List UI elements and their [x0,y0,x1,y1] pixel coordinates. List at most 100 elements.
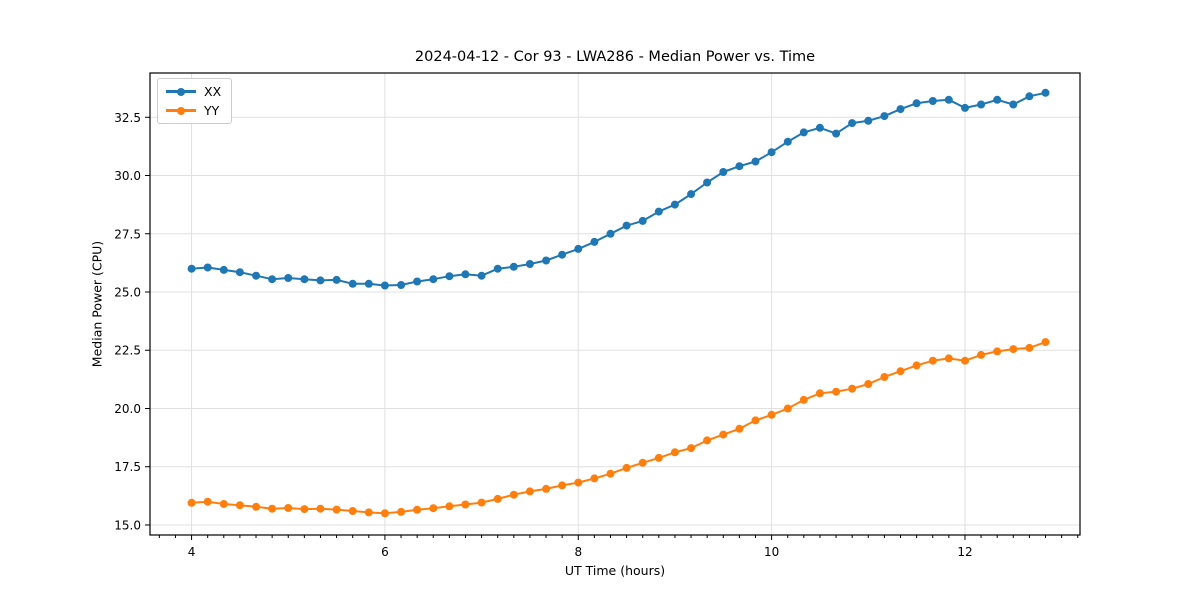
data-point [944,354,953,363]
data-point [654,453,663,462]
data-point [203,497,212,506]
data-point [235,268,244,277]
y-axis-label: Median Power (CPU) [89,240,105,368]
data-point [300,275,309,284]
data-point [864,380,873,388]
y-tick-label: 27.5 [114,227,141,241]
data-point [252,271,261,280]
data-point [380,509,389,518]
data-point [542,256,551,265]
data-point [654,207,663,216]
yy-line-marker-icon [166,106,196,115]
data-point [961,356,969,365]
x-tick-label: 8 [574,545,582,559]
data-point [735,162,744,171]
data-point [1009,100,1018,109]
data-point [687,190,696,199]
data-point [187,264,196,273]
data-point [252,502,261,511]
legend-label-xx: XX [204,84,222,99]
data-point [477,498,486,507]
data-point [606,469,615,478]
data-point [445,272,454,281]
data-point [912,361,921,370]
series-yy [187,338,1050,518]
data-point [477,271,486,280]
data-point [445,502,454,511]
data-point [993,95,1002,104]
data-point [542,484,551,493]
data-point [1009,345,1018,354]
x-tick-label: 4 [188,545,196,559]
data-point [332,275,341,284]
data-point [1025,92,1034,101]
data-point [1041,88,1050,97]
data-point [783,404,792,413]
data-point [993,347,1002,356]
data-point [219,500,228,508]
tick-labels: 4 6 8 10 12 15.0 17.5 20.0 22.5 25.0 27.5 30.0 32.5 [114,111,972,559]
data-point [316,276,325,285]
data-point [606,229,615,238]
data-point [832,129,841,138]
data-point [638,216,647,225]
data-point [735,424,744,433]
data-point [574,244,583,253]
data-point [397,281,406,289]
data-point [268,275,277,284]
data-point [493,494,502,503]
data-point [767,410,776,419]
data-point [896,105,905,114]
series-xx [187,88,1050,290]
data-point [590,237,599,246]
data-point [493,264,502,273]
data-point [509,490,518,499]
data-point [413,277,422,286]
grid-lines [150,73,1080,535]
x-axis-label: UT Time (hours) [564,563,666,578]
data-point [799,395,808,404]
data-point [687,444,696,453]
data-point [880,112,889,121]
chart-title: 2024-04-12 - Cor 93 - LWA286 - Median Po… [414,49,816,65]
data-point [670,448,679,457]
data-point [638,458,647,467]
y-tick-label: 32.5 [114,111,141,125]
data-point [703,178,712,187]
data-point [751,157,760,166]
data-point [928,356,937,365]
data-point [783,137,792,146]
data-point [284,504,293,512]
data-point [316,504,325,513]
data-point [348,279,357,288]
plot-frame [149,72,1081,536]
legend-item-xx: XX [166,84,221,99]
x-tick-label: 6 [381,545,389,559]
data-point [848,384,857,393]
data-point [961,103,969,112]
data-point [1025,343,1034,352]
data-point [284,274,293,282]
data-point [832,387,841,396]
legend-item-yy: YY [166,103,221,118]
y-tick-label: 17.5 [114,460,141,474]
data-point [364,508,373,517]
data-point [461,500,470,509]
data-point [203,263,212,272]
series-line [191,91,1046,287]
xx-line-marker-icon [166,87,196,96]
y-tick-label: 15.0 [114,518,141,532]
data-point [622,463,631,472]
data-point [815,123,824,132]
data-point [268,504,277,513]
data-point [397,507,406,516]
data-point [300,505,309,514]
data-point [880,373,889,381]
data-point [525,487,534,496]
data-point [864,116,873,125]
data-point [429,504,438,513]
data-point [944,95,953,104]
data-point [928,97,937,105]
